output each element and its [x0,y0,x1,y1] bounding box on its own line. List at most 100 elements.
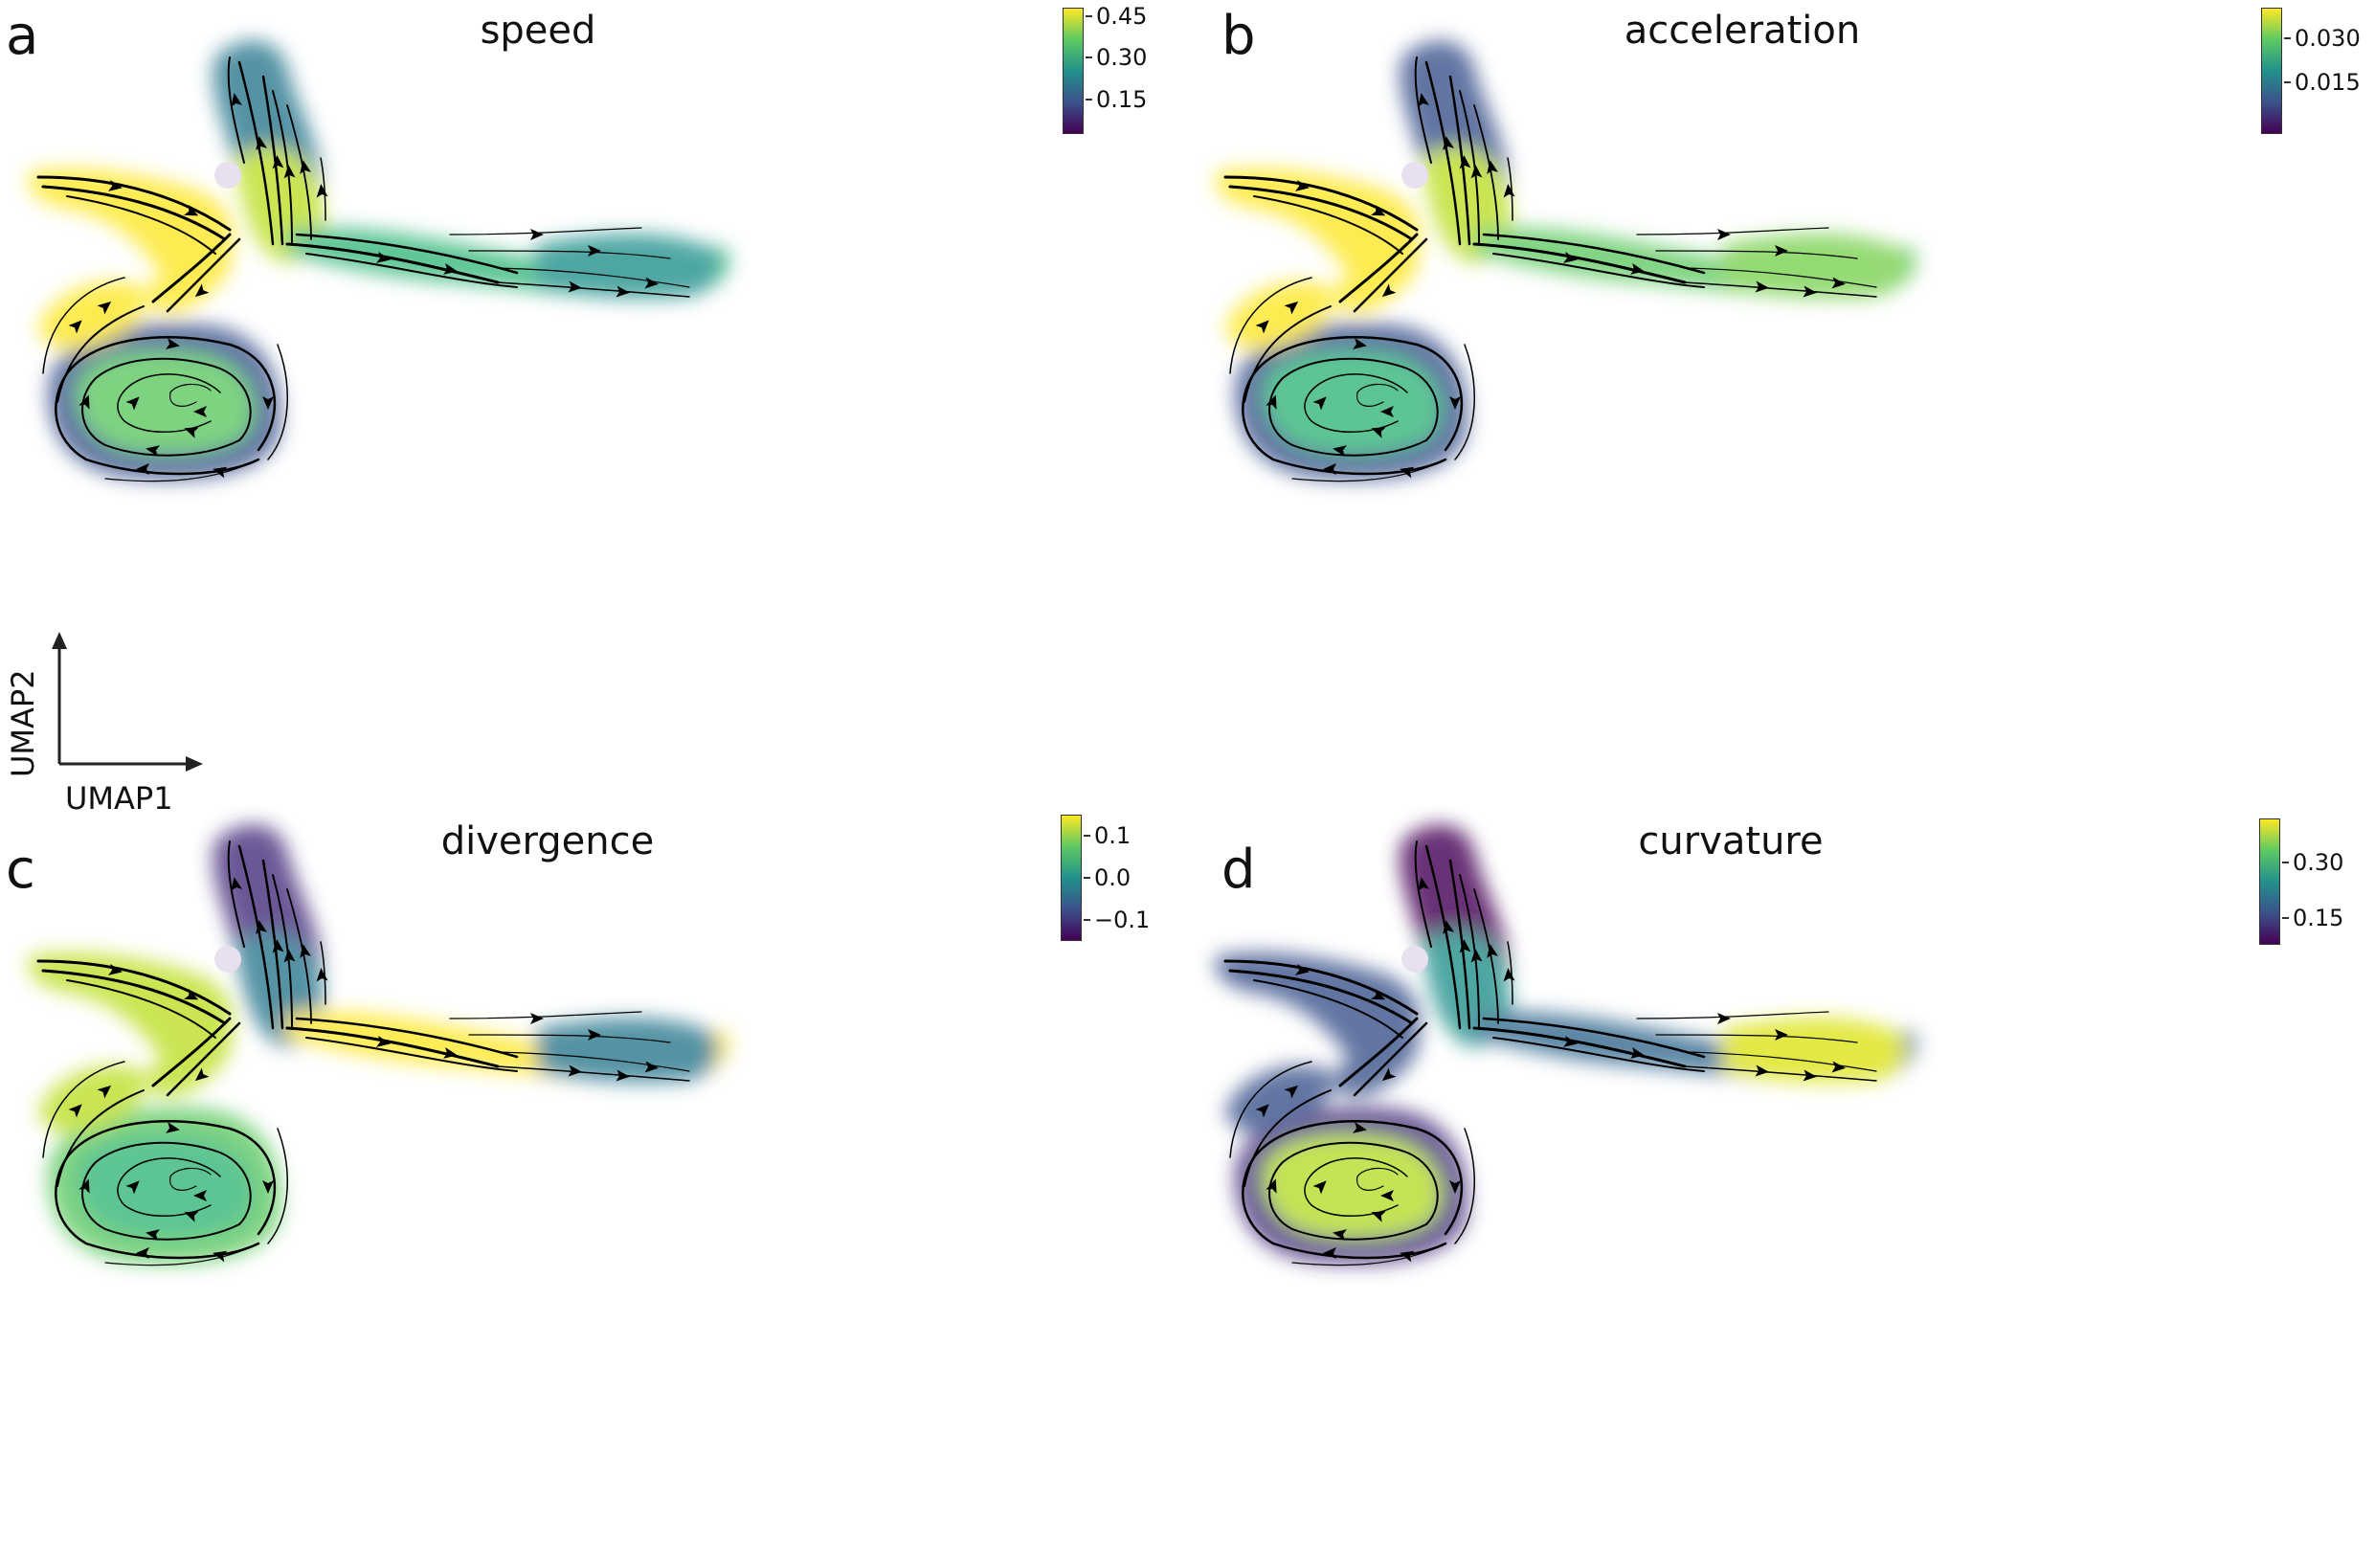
streamline-arrow [1284,301,1299,315]
colorbar-tick: 0.15 [1085,86,1148,113]
streamline [1242,336,1464,476]
panel-letter: d [1221,839,1256,901]
streamline [169,1167,212,1191]
streamline-arrow [300,944,311,958]
streamline [55,336,277,476]
streamline-arrow [1418,93,1429,107]
streamline [1291,1243,1446,1266]
streamline [41,969,227,1025]
streamline [166,1021,241,1097]
streamline-arrow [1312,396,1327,411]
streamline [1223,175,1419,232]
colorbar-tick: 0.30 [2281,849,2344,876]
streamline [1228,185,1414,241]
streamline [1424,60,1462,246]
streamline-arrow [1255,320,1269,334]
umap-stream-plot [28,824,729,1266]
streamline [1492,253,1705,288]
streamline [1472,1026,1687,1068]
streamline [36,175,232,232]
streamline-arrow [283,949,296,963]
streamline-arrow [184,989,199,1000]
streamline-arrow [256,920,267,934]
umap-stream-plot [1215,824,1916,1266]
region-lower-left [1225,281,1333,349]
streamline [295,233,519,275]
streamline [56,1089,145,1187]
streamline-arrow [272,939,284,953]
streamline [449,1011,642,1019]
streamline [41,185,227,241]
streamline-arrow [184,205,199,216]
streamline-arrow [1353,1122,1367,1133]
streamline-arrow [1717,1013,1731,1024]
isolated-cell [1401,946,1428,973]
streamline [1244,305,1332,403]
panel-b: b acceleration 0.030 0.015 [1187,0,2375,784]
colorbar-tick: 0.0 [1083,864,1131,891]
streamline [151,1017,232,1087]
streamline [285,242,500,284]
streamline-arrow [1333,1229,1347,1241]
panel-letter: b [1221,5,1256,67]
streamline [1338,233,1419,303]
streamline [1507,157,1513,221]
y-axis-label: UMAP2 [5,669,41,777]
region-spiral-inner [1263,350,1442,454]
streamline [42,277,125,374]
streamline-arrow [1371,205,1386,216]
streamline-arrow [1381,283,1397,298]
streamline-arrow [97,1085,112,1099]
streamline [66,979,216,1039]
streamline [267,344,288,460]
streamline-arrow [146,1229,160,1241]
colorbar [2259,818,2280,945]
streamline-arrow [316,968,328,982]
umap-stream-plot [28,40,729,482]
streamline-arrow [1353,338,1367,349]
streamline-arrow [1775,245,1788,257]
streamline-arrow [616,1069,630,1082]
colorbar-tick: 0.45 [1085,3,1148,30]
colorbar-tick: 0.15 [2281,905,2344,931]
streamline-arrow [568,280,582,293]
streamline-arrow [1717,229,1731,240]
panel-d: d curvature 0.30 0.15 [1187,784,2375,1568]
streamline-arrow [125,1180,140,1195]
streamline [1473,104,1499,240]
streamline [468,1034,671,1043]
colorbar-tick: 0.30 [1085,44,1148,71]
region-diagonal [1331,1023,1420,1097]
streamline-arrow [1380,1190,1394,1201]
streamline-arrow [1503,184,1515,198]
streamline-arrow [300,160,311,174]
streamline [1492,1037,1705,1072]
streamline [1636,227,1829,235]
region-spiral-inner [1263,1134,1442,1238]
streamline-arrow [1563,1036,1578,1047]
streamline [286,104,312,240]
streamline-arrow [78,1178,90,1194]
streamline-arrow [1323,463,1336,475]
panel-title: speed [480,9,596,53]
streamline-arrow [262,396,274,410]
region-diagonal [144,239,233,313]
panel-title: acceleration [1624,9,1861,53]
streamline-arrow [136,463,149,475]
streamline-arrow [1312,1180,1327,1195]
panel-c: c divergence 0.1 0.0 −0.1 [0,784,1187,1568]
streamline [1482,233,1706,275]
streamline-arrow [213,466,228,479]
streamline-arrow [1284,1085,1299,1099]
colorbar [1061,815,1082,941]
streamline-arrow [1418,877,1429,891]
streamline-arrow [1371,1211,1386,1222]
streamline-arrow [194,283,210,298]
streamline [1454,344,1475,460]
streamline [166,237,241,313]
streamline [117,1157,221,1217]
streamline-arrow [1443,136,1454,150]
streamline [320,157,326,221]
streamline-arrow [1371,427,1386,438]
streamline [1356,383,1399,407]
